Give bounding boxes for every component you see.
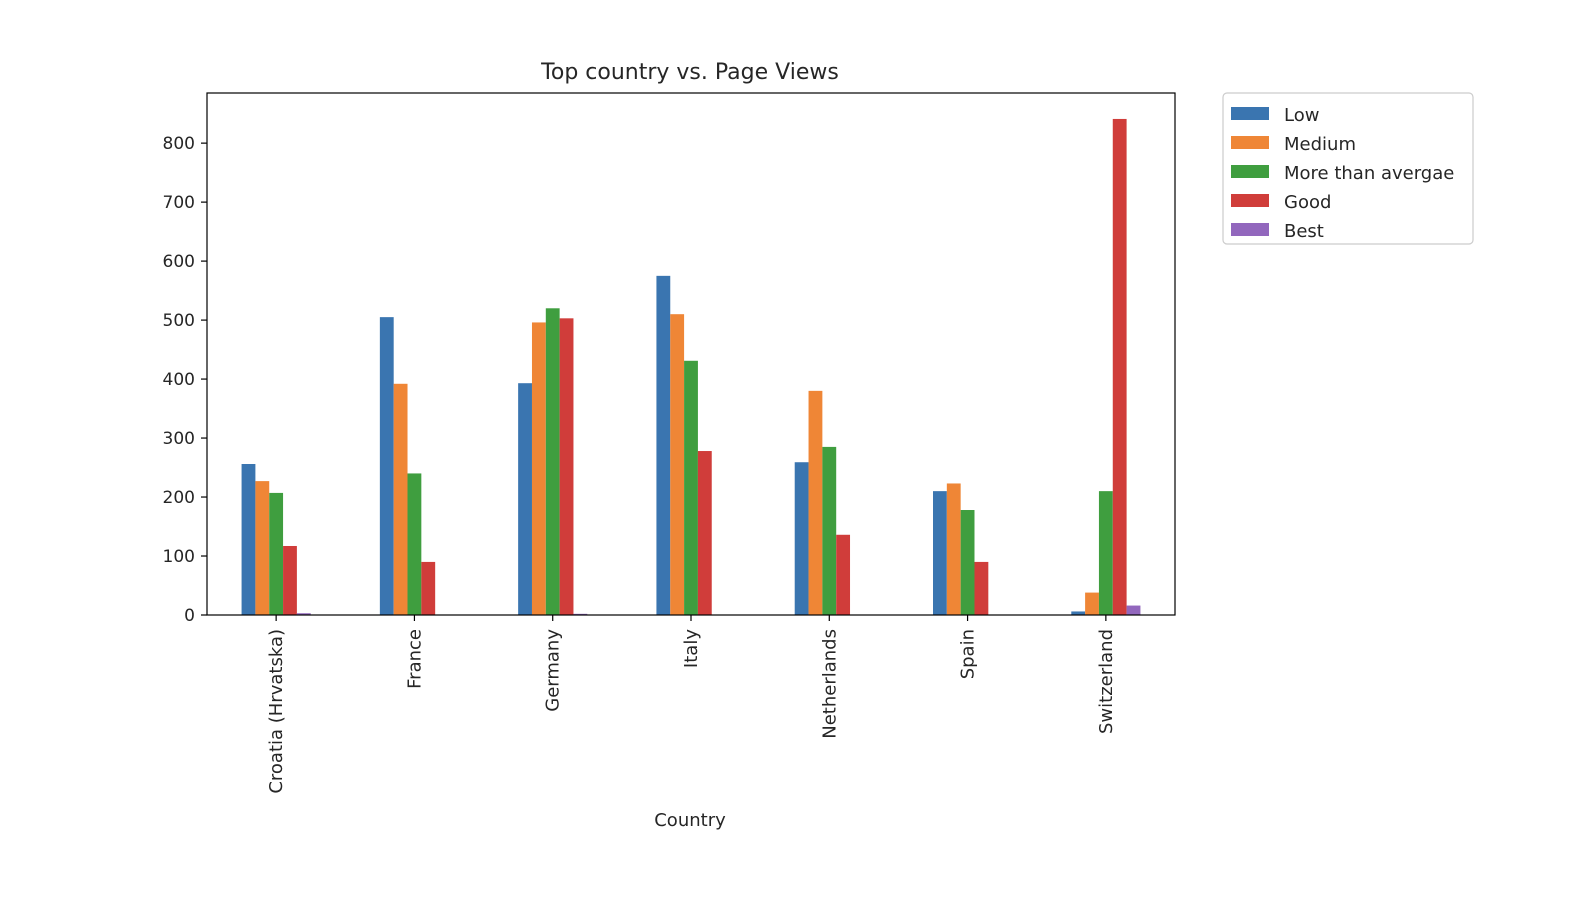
legend-frame — [1222, 92, 1474, 245]
x-tick-label: Spain — [958, 629, 979, 679]
x-tick-label: Switzerland — [1096, 629, 1117, 734]
legend-swatch — [1231, 223, 1269, 236]
bar — [283, 545, 297, 615]
legend: Low Medium More than avergae Good Best — [1222, 92, 1474, 245]
legend-item: Low — [1231, 105, 1319, 126]
legend-swatch — [1231, 194, 1269, 207]
legend-swatch — [1231, 165, 1269, 178]
bar — [684, 360, 698, 615]
bar — [946, 483, 961, 615]
bar — [822, 446, 837, 615]
y-tick-label: 100 — [163, 547, 195, 567]
legend-label: Low — [1284, 105, 1319, 126]
legend-swatch — [1231, 136, 1269, 149]
x-axis-label: Country — [654, 810, 726, 831]
legend-label: More than avergae — [1284, 163, 1454, 184]
y-tick-label: 0 — [184, 606, 195, 626]
y-tick-label: 500 — [163, 311, 195, 331]
bar — [670, 314, 685, 615]
legend-label: Good — [1284, 192, 1331, 213]
bar — [559, 318, 574, 615]
legend-label: Best — [1284, 221, 1324, 242]
x-tick-label: Italy — [681, 629, 702, 668]
legend-item: Best — [1231, 221, 1324, 242]
bar — [974, 561, 989, 615]
x-tick-label: Germany — [543, 629, 564, 712]
bar — [379, 317, 394, 615]
bar — [794, 462, 809, 615]
bar — [407, 473, 422, 615]
series-medium — [255, 314, 1099, 615]
bar — [421, 561, 436, 615]
y-tick-label: 200 — [163, 488, 195, 508]
y-tick-label: 600 — [163, 252, 195, 272]
x-tick-label: France — [404, 629, 425, 689]
series-more-than-avergae — [269, 308, 1113, 615]
bars-layer — [241, 118, 1141, 615]
y-tick-label: 300 — [163, 429, 195, 449]
bar — [960, 510, 975, 615]
series-low — [241, 275, 1086, 615]
series-good — [283, 118, 1127, 615]
x-tick-label: Croatia (Hrvatska) — [266, 629, 287, 794]
y-tick-label: 700 — [163, 193, 195, 213]
legend-item: Good — [1231, 192, 1331, 213]
bar — [697, 451, 712, 615]
bar — [808, 390, 823, 615]
y-tick-label: 400 — [163, 370, 195, 390]
legend-swatch — [1231, 107, 1269, 120]
bar — [1126, 605, 1141, 615]
bar — [531, 322, 546, 615]
y-tick-label: 800 — [163, 134, 195, 154]
bar — [1085, 592, 1099, 615]
bar — [1112, 118, 1127, 615]
bar — [241, 464, 256, 615]
bar — [545, 308, 560, 615]
bar — [269, 492, 284, 615]
bar — [255, 481, 270, 615]
bar — [836, 534, 851, 615]
legend-item: Medium — [1231, 134, 1356, 155]
bar — [518, 383, 532, 615]
bar — [933, 491, 947, 615]
x-tick-label: Netherlands — [819, 629, 840, 739]
bar — [1071, 611, 1086, 615]
chart-title: Top country vs. Page Views — [540, 60, 839, 85]
legend-item: More than avergae — [1231, 163, 1454, 184]
bar — [296, 613, 311, 615]
legend-label: Medium — [1284, 134, 1356, 155]
bar — [656, 275, 671, 615]
bar — [393, 383, 408, 615]
bar — [1098, 491, 1113, 615]
axes-layer: 0 100 200 300 400 500 600 700 800 Croatia (Hrvats… — [163, 92, 1176, 794]
